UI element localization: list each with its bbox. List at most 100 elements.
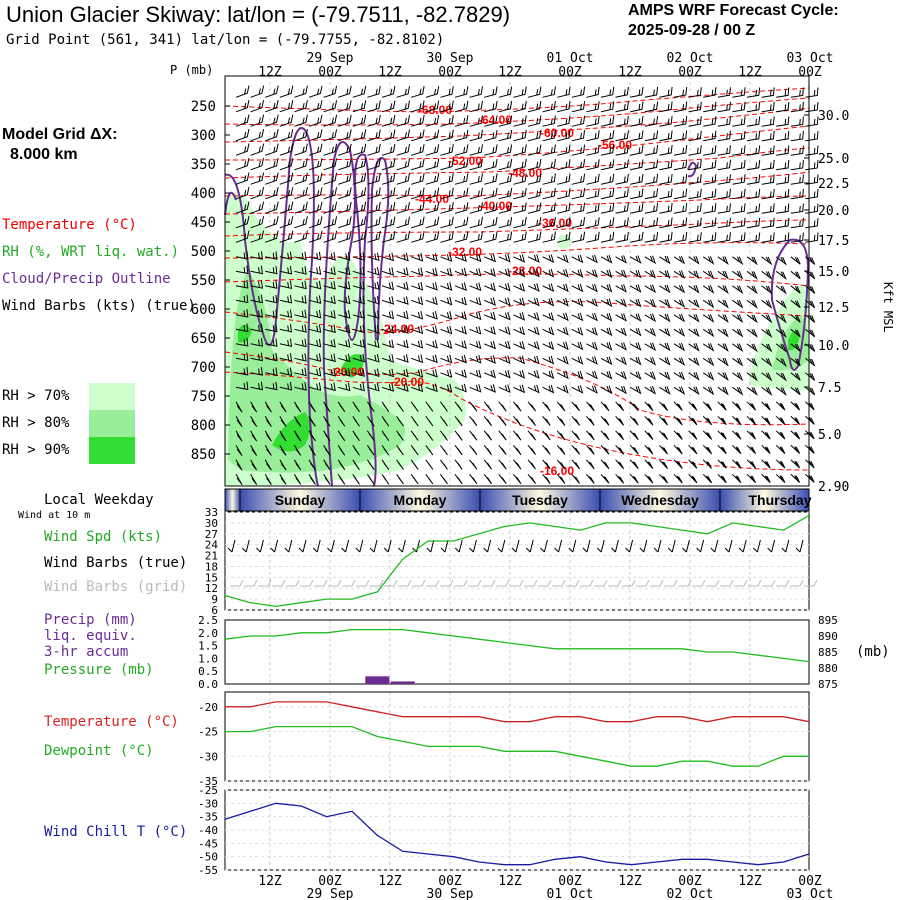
- wind-barb-135: [308, 85, 323, 98]
- wind-barb-113: [294, 158, 308, 171]
- wind-barb-941: [732, 430, 742, 440]
- rh-area-3: [228, 270, 405, 473]
- wind-barb-869: [703, 159, 717, 171]
- wind-barb-374: [425, 430, 434, 441]
- wind-barb-924: [732, 174, 746, 185]
- wind-barb-868: [703, 145, 717, 156]
- wind-barb-737: [630, 202, 644, 214]
- wind-barb-596: [557, 115, 571, 127]
- wind-barb-760: [644, 144, 659, 156]
- wind-barb-654: [586, 173, 600, 185]
- wind-barb-465: [484, 173, 498, 185]
- wind-barb-102: [279, 401, 287, 413]
- wind-barbs-legend: Wind Barbs (kts) (true): [2, 298, 196, 314]
- bottom-hour-3: 00Z: [438, 874, 462, 889]
- wind-barb-459: [484, 86, 498, 98]
- wind-barb-568: [542, 101, 556, 113]
- wind-barb-666: [586, 356, 598, 365]
- wind-barb-587: [542, 384, 555, 394]
- wind-barb-516: [513, 129, 527, 142]
- wind-barb-791: [659, 202, 673, 214]
- wind-barb-800: [659, 342, 671, 352]
- top-hour-5: 00Z: [558, 65, 582, 80]
- wind-barb-462: [484, 129, 498, 142]
- temp-contour-label-14: -16.00: [540, 464, 574, 478]
- wind-barb-112: [294, 143, 308, 156]
- wind-barb-62: [265, 201, 279, 214]
- pressure-tick-350: 350: [191, 157, 216, 173]
- wind-barb-64: [265, 230, 279, 243]
- wind-barb-522: [513, 216, 527, 229]
- wind-barb-517: [513, 144, 527, 156]
- wind-barb-1024: [775, 459, 786, 469]
- wind-barb-697: [600, 415, 610, 426]
- wind-barb-536: [513, 430, 522, 441]
- wind-barb-224: [352, 201, 367, 214]
- wind-barb-488: [498, 115, 513, 127]
- wind-barb-478: [484, 369, 496, 379]
- wind-barb-650: [586, 115, 600, 127]
- wind-barb-580: [542, 283, 555, 292]
- wind-barb-1035: [790, 217, 804, 229]
- wind-barb-170: [323, 201, 338, 214]
- wind-barb-69: [265, 309, 278, 318]
- pressure-unit-label: (mb): [856, 644, 890, 660]
- wind-barb-972: [761, 87, 775, 98]
- wind-barb-761: [644, 159, 659, 171]
- wind-barb-544: [527, 144, 542, 156]
- grid-barb-28: [622, 579, 636, 587]
- wind-barb-641: [571, 385, 584, 394]
- windchill-line: [224, 802, 810, 866]
- wind-barb-1056: [805, 131, 819, 142]
- wind-barb-577: [542, 231, 556, 243]
- true-barb-22: [540, 539, 548, 553]
- wind-barb-439: [469, 187, 483, 200]
- wind-barb-597: [557, 130, 571, 142]
- wind-tick-33: 33: [205, 506, 218, 519]
- wind-barb-299: [396, 115, 410, 127]
- wind-barb-740: [629, 255, 642, 264]
- wind-barb-816: [673, 174, 688, 185]
- wind-barb-1017: [775, 357, 787, 368]
- temp-contour-label-9: -32.00: [448, 245, 482, 259]
- wind-barb-217: [352, 100, 367, 113]
- wind-barb-132: [293, 445, 302, 456]
- pressure-axis-title: P (mb): [170, 63, 213, 77]
- wind-barb-30: [250, 128, 265, 142]
- wind-barb-196: [338, 187, 352, 200]
- wind-barb-167: [323, 158, 338, 171]
- top-date-0: 29 Sep: [307, 51, 354, 66]
- wind-barb-469: [484, 231, 498, 243]
- wind-barb-786: [659, 130, 673, 142]
- wind-barb-558: [527, 355, 540, 365]
- wind-barb-812: [673, 116, 688, 127]
- wind-barb-971: [746, 473, 757, 484]
- wind-barb-111: [294, 129, 308, 142]
- wind-barb-557: [527, 341, 540, 350]
- wind-barb-8: [235, 201, 250, 214]
- wind-barb-183: [323, 401, 331, 413]
- top-date-1: 30 Sep: [427, 51, 474, 66]
- wind-barb-330: [411, 173, 425, 185]
- rh-area-2: [558, 234, 572, 249]
- wind-barb-989: [761, 343, 773, 353]
- wind-barb-705: [615, 130, 629, 142]
- wind-barb-681: [600, 173, 615, 185]
- true-barb-28: [625, 539, 634, 553]
- bottom-hour-0: 12Z: [258, 874, 282, 889]
- wind-barb-118: [294, 230, 308, 243]
- wind-barb-468: [484, 216, 498, 229]
- wind-barb-104: [279, 430, 287, 442]
- wind-barb-724: [615, 415, 625, 426]
- wind-barb-328: [411, 144, 425, 156]
- wind-barb-725: [615, 430, 625, 441]
- wind-barb-611: [556, 341, 569, 351]
- wind-barb-916: [717, 459, 727, 469]
- wind-barb-178: [323, 324, 336, 334]
- wind-barb-33: [250, 172, 265, 185]
- wind-barb-423: [454, 354, 467, 364]
- wind-barb-988: [761, 328, 773, 339]
- wind-barb-785: [659, 115, 673, 127]
- wind-barb-612: [556, 356, 569, 365]
- wind-barb-482: [483, 430, 493, 441]
